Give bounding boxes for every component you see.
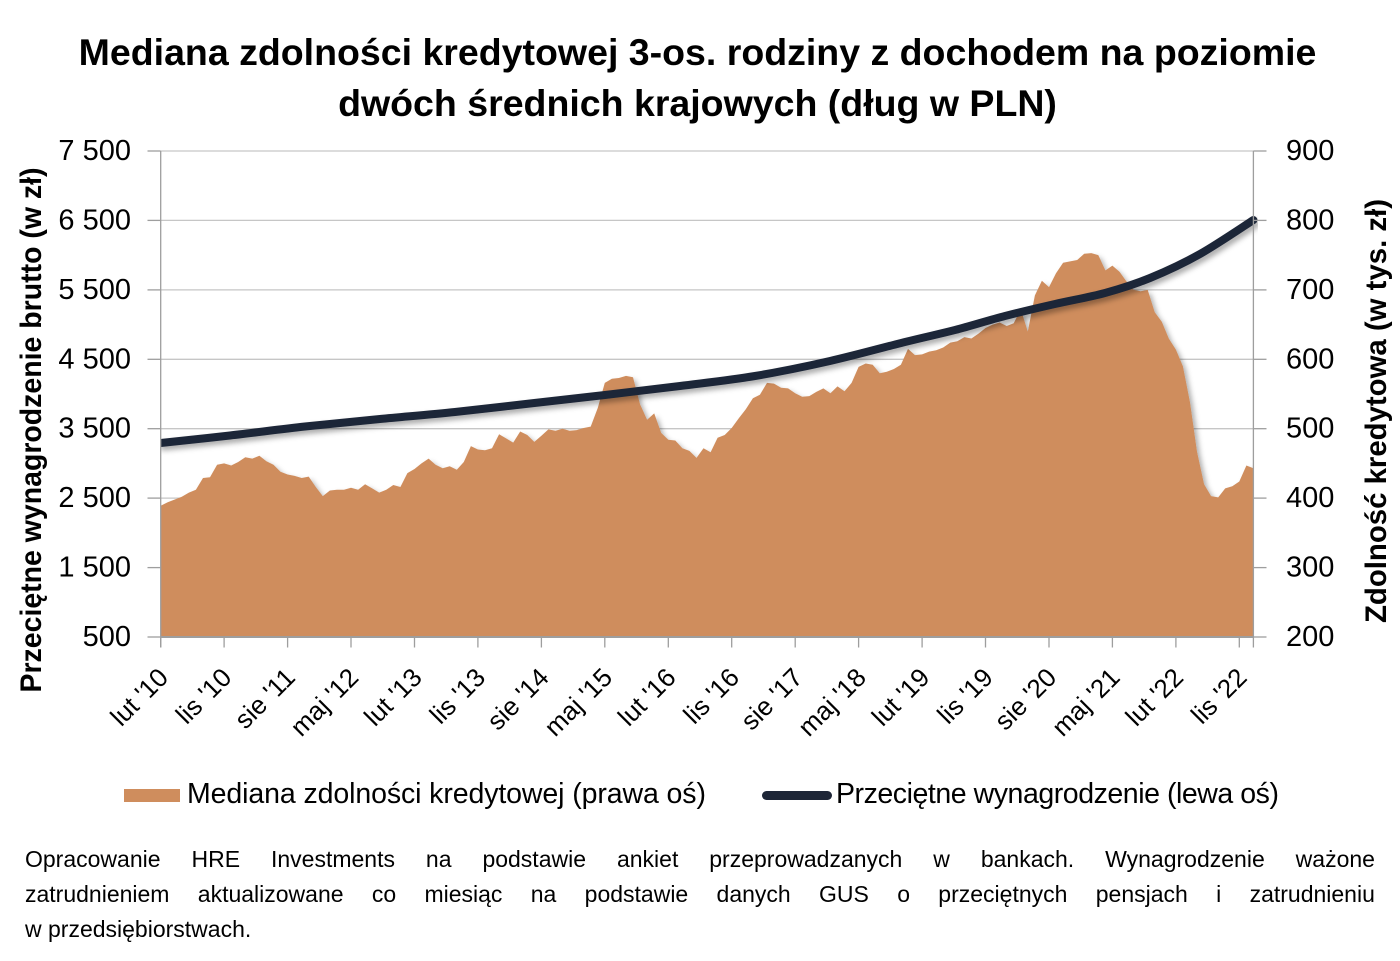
svg-text:maj '21: maj '21 [1046, 662, 1126, 742]
svg-text:lut '10: lut '10 [104, 662, 174, 732]
svg-text:lis '10: lis '10 [170, 662, 238, 730]
svg-text:lis '13: lis '13 [423, 662, 491, 730]
svg-text:maj '18: maj '18 [792, 662, 872, 742]
svg-text:5 500: 5 500 [58, 274, 131, 306]
svg-text:lut '13: lut '13 [358, 662, 428, 732]
svg-text:500: 500 [1286, 413, 1334, 445]
svg-text:600: 600 [1286, 343, 1334, 375]
svg-text:1 500: 1 500 [58, 552, 131, 584]
svg-text:lis '19: lis '19 [931, 662, 999, 730]
svg-text:lis '16: lis '16 [677, 662, 745, 730]
svg-text:Przeciętne wynagrodzenie brutt: Przeciętne wynagrodzenie brutto (w zł) [15, 168, 48, 693]
svg-text:300: 300 [1286, 552, 1334, 584]
svg-text:Zdolność kredytowa (w tys. zł): Zdolność kredytowa (w tys. zł) [1360, 199, 1393, 623]
svg-text:900: 900 [1286, 135, 1334, 167]
svg-text:lis '22: lis '22 [1185, 662, 1253, 730]
svg-text:lut '16: lut '16 [612, 662, 682, 732]
svg-text:6 500: 6 500 [58, 204, 131, 236]
svg-text:2 500: 2 500 [58, 482, 131, 514]
svg-text:800: 800 [1286, 204, 1334, 236]
svg-text:maj '15: maj '15 [538, 662, 618, 742]
svg-text:maj '12: maj '12 [284, 662, 364, 742]
svg-text:7 500: 7 500 [58, 135, 131, 167]
svg-text:3 500: 3 500 [58, 413, 131, 445]
svg-text:500: 500 [83, 621, 131, 653]
svg-text:400: 400 [1286, 482, 1334, 514]
svg-text:4 500: 4 500 [58, 343, 131, 375]
svg-text:lut '19: lut '19 [866, 662, 936, 732]
svg-text:lut '22: lut '22 [1119, 662, 1189, 732]
svg-text:700: 700 [1286, 274, 1334, 306]
svg-text:200: 200 [1286, 621, 1334, 653]
